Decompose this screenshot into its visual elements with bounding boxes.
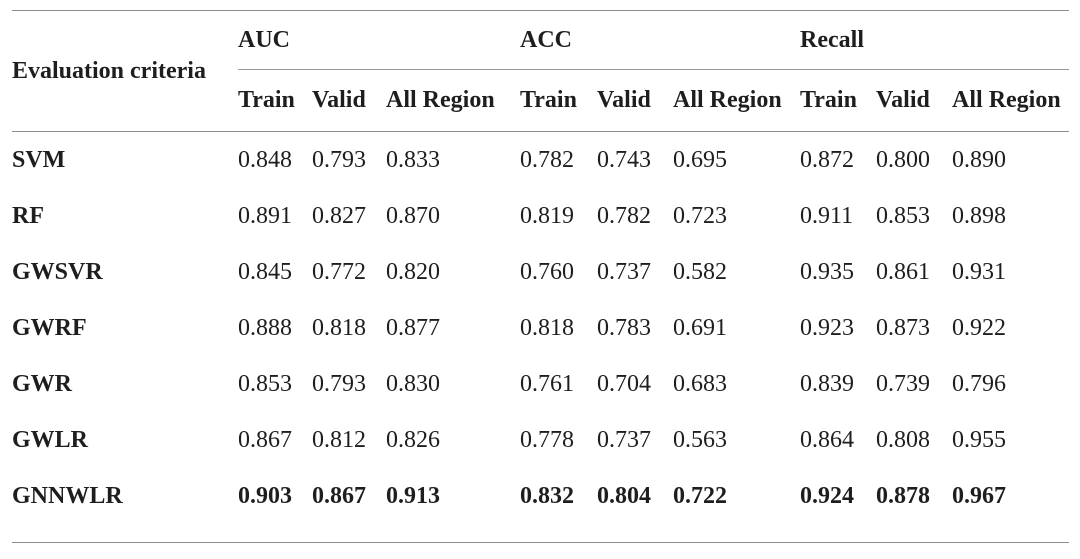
metric-value: 0.931 <box>952 258 1007 285</box>
metric-value: 0.582 <box>673 258 728 285</box>
metric-value: 0.818 <box>312 314 366 341</box>
metric-value: 0.891 <box>238 202 292 229</box>
group-header-recall: Recall <box>800 10 1070 70</box>
subheader-auc-train: Train <box>238 69 312 132</box>
metric-value: 0.793 <box>312 370 366 397</box>
metric-value: 0.867 <box>238 426 292 453</box>
metric-value: 0.839 <box>800 370 855 397</box>
metric-value: 0.796 <box>952 370 1007 397</box>
metric-value: 0.782 <box>597 202 652 229</box>
metric-value: 0.804 <box>597 482 652 509</box>
metric-value: 0.913 <box>386 482 440 509</box>
metric-value: 0.704 <box>597 370 652 397</box>
subheader-acc-train: Train <box>520 69 598 132</box>
row-label-gwsvr: GWSVR <box>12 258 103 285</box>
metric-value: 0.826 <box>386 426 440 453</box>
metric-value: 0.864 <box>800 426 855 453</box>
group-header-auc: AUC <box>238 10 521 70</box>
metric-value: 0.772 <box>312 258 366 285</box>
metric-value: 0.870 <box>386 202 440 229</box>
metric-value: 0.760 <box>520 258 575 285</box>
metric-value: 0.827 <box>312 202 366 229</box>
metric-value: 0.830 <box>386 370 440 397</box>
metric-value: 0.924 <box>800 482 855 509</box>
metric-value: 0.861 <box>876 258 931 285</box>
metric-value: 0.820 <box>386 258 440 285</box>
metric-value: 0.955 <box>952 426 1007 453</box>
metric-value: 0.808 <box>876 426 931 453</box>
metric-value: 0.783 <box>597 314 652 341</box>
sub-header-row: Train Valid All Region Train Valid All R… <box>12 69 1070 132</box>
metric-value: 0.853 <box>238 370 292 397</box>
table-row: GWLR 0.867 0.812 0.826 0.778 0.737 0.563… <box>12 412 1069 468</box>
metric-value: 0.691 <box>673 314 728 341</box>
metric-value: 0.743 <box>597 146 652 173</box>
metric-value: 0.812 <box>312 426 366 453</box>
metric-value: 0.739 <box>876 370 931 397</box>
corner-header: Evaluation criteria <box>12 10 238 132</box>
table-row: GWRF 0.888 0.818 0.877 0.818 0.783 0.691… <box>12 300 1069 356</box>
metric-value: 0.867 <box>312 482 366 509</box>
subheader-acc-all-region: All Region <box>673 69 801 132</box>
row-label-gwr: GWR <box>12 370 72 397</box>
metric-value: 0.911 <box>800 202 854 229</box>
row-label-svm: SVM <box>12 146 66 173</box>
subheader-acc-valid: Valid <box>597 69 674 132</box>
row-label-gnnwlr: GNNWLR <box>12 482 123 509</box>
metric-value: 0.800 <box>876 146 931 173</box>
metric-value: 0.778 <box>520 426 575 453</box>
metric-value: 0.683 <box>673 370 728 397</box>
metric-value: 0.923 <box>800 314 855 341</box>
group-header-acc: ACC <box>520 10 801 70</box>
row-label-rf: RF <box>12 202 44 229</box>
metric-value: 0.878 <box>876 482 931 509</box>
metric-value: 0.877 <box>386 314 440 341</box>
metric-value: 0.793 <box>312 146 366 173</box>
table-row: SVM 0.848 0.793 0.833 0.782 0.743 0.695 … <box>12 132 1069 189</box>
metric-value: 0.922 <box>952 314 1007 341</box>
metric-value: 0.935 <box>800 258 855 285</box>
metric-value: 0.722 <box>673 482 728 509</box>
metric-value: 0.890 <box>952 146 1007 173</box>
metric-value: 0.737 <box>597 258 652 285</box>
metric-value: 0.723 <box>673 202 728 229</box>
metric-value: 0.833 <box>386 146 440 173</box>
metric-value: 0.848 <box>238 146 292 173</box>
subheader-auc-all-region: All Region <box>386 69 521 132</box>
subheader-auc-valid: Valid <box>312 69 386 132</box>
results-table: Evaluation criteria AUC ACC Recall Train… <box>12 10 1070 543</box>
row-label-gwlr: GWLR <box>12 426 89 453</box>
subheader-recall-train: Train <box>800 69 877 132</box>
metric-value: 0.818 <box>520 314 575 341</box>
metric-value: 0.898 <box>952 202 1007 229</box>
row-label-gwrf: GWRF <box>12 314 87 341</box>
table-row: GNNWLR 0.903 0.867 0.913 0.832 0.804 0.7… <box>12 468 1069 543</box>
metric-value: 0.832 <box>520 482 575 509</box>
metric-value: 0.903 <box>238 482 292 509</box>
metric-value: 0.737 <box>597 426 652 453</box>
table-row: RF 0.891 0.827 0.870 0.819 0.782 0.723 0… <box>12 188 1069 244</box>
metric-value: 0.695 <box>673 146 728 173</box>
metric-value: 0.888 <box>238 314 292 341</box>
metric-value: 0.853 <box>876 202 931 229</box>
metric-value: 0.563 <box>673 426 728 453</box>
metric-value: 0.872 <box>800 146 855 173</box>
table-row: GWSVR 0.845 0.772 0.820 0.760 0.737 0.58… <box>12 244 1069 300</box>
metric-value: 0.967 <box>952 482 1007 509</box>
metric-value: 0.873 <box>876 314 931 341</box>
metric-value: 0.761 <box>520 370 575 397</box>
group-header-row: Evaluation criteria AUC ACC Recall <box>12 10 1070 132</box>
subheader-recall-valid: Valid <box>876 69 953 132</box>
subheader-recall-all-region: All Region <box>952 69 1070 132</box>
metric-value: 0.845 <box>238 258 292 285</box>
table-row: GWR 0.853 0.793 0.830 0.761 0.704 0.683 … <box>12 356 1069 412</box>
metric-value: 0.782 <box>520 146 575 173</box>
metric-value: 0.819 <box>520 202 575 229</box>
